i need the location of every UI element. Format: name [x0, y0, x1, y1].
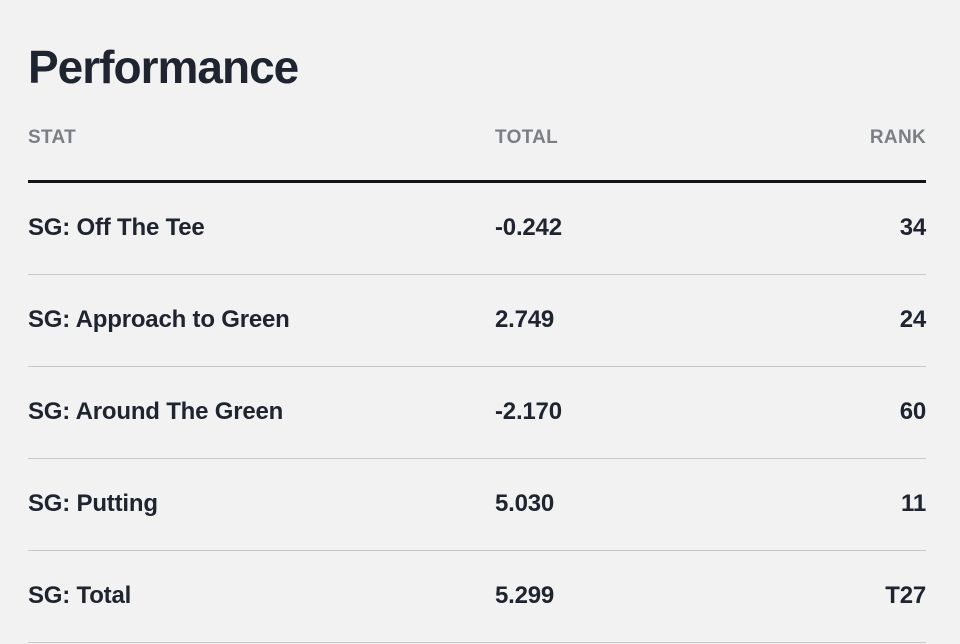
stat-rank: 11 [901, 490, 926, 517]
stat-name: SG: Putting [28, 490, 158, 517]
performance-table: STAT TOTAL RANK SG: Off The Tee -0.242 3… [28, 118, 926, 643]
table-row: SG: Total 5.299 T27 [28, 551, 926, 643]
stat-total: 5.030 [495, 490, 555, 517]
stat-name: SG: Around The Green [28, 398, 284, 425]
table-header: STAT TOTAL RANK [28, 118, 926, 183]
stat-total: 2.749 [495, 306, 555, 333]
table-row: SG: Off The Tee -0.242 34 [28, 183, 926, 275]
stat-total: -0.242 [495, 214, 562, 241]
stat-total: 5.299 [495, 582, 555, 609]
stat-name: SG: Off The Tee [28, 214, 205, 241]
stat-total: -2.170 [495, 398, 562, 425]
section-title: Performance [28, 41, 299, 93]
stat-rank: 60 [899, 398, 926, 425]
stat-name: SG: Approach to Green [28, 306, 290, 333]
table-row: SG: Putting 5.030 11 [28, 459, 926, 551]
table-row: SG: Approach to Green 2.749 24 [28, 275, 926, 367]
header-total: TOTAL [495, 127, 559, 148]
stat-rank: 24 [899, 306, 926, 333]
header-rank: RANK [869, 127, 926, 148]
table-row: SG: Around The Green -2.170 60 [28, 367, 926, 459]
stat-rank: 34 [899, 214, 926, 241]
header-stat: STAT [28, 127, 76, 148]
stat-name: SG: Total [28, 582, 132, 609]
stat-rank: T27 [885, 582, 926, 609]
